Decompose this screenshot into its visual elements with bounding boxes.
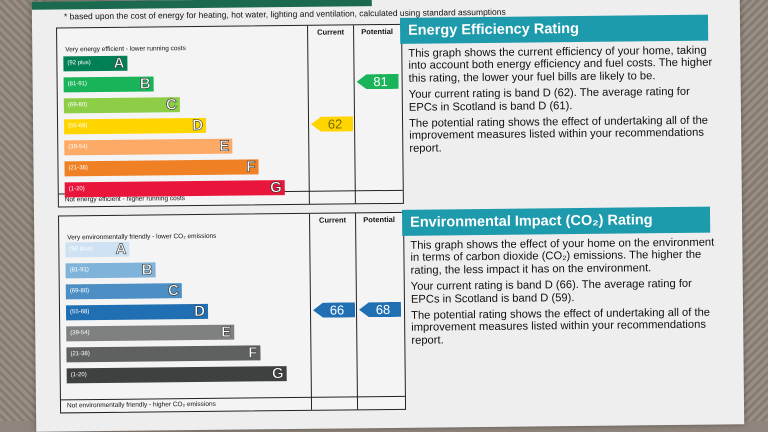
rating-band-d: (55-68) D [64,116,207,135]
band-range: (1-20) [70,372,87,379]
band-range: (21-38) [70,351,90,358]
band-range: (55-68) [68,123,88,130]
energy-rating-title: Energy Efficiency Rating [399,14,709,44]
rating-band-g: (1-20) G [64,179,285,198]
band-range: (21-38) [68,165,88,172]
environmental-potential-text: The potential rating shows the effect of… [411,306,711,347]
potential-column-header: Potential [363,214,395,225]
chart-bottom-caption: Not environmentally friendly - higher CO… [60,395,406,413]
rating-band-f: (21-38) F [66,344,261,363]
band-range: (55-68) [69,309,90,316]
rating-band-d: (55-68) D [65,302,209,321]
column-divider [307,25,310,204]
rating-band-g: (1-20) G [66,365,287,384]
rating-band-c: (69-80) C [63,96,180,114]
band-range: (69-80) [67,102,88,109]
environmental-impact-chart: Current Potential Very environmentally f… [58,211,407,414]
column-divider [353,25,356,204]
band-letter: B [141,261,153,279]
band-letter: C [167,282,180,300]
potential-rating-arrow: 81 [357,74,399,89]
energy-potential-text: The potential rating shows the effect of… [409,114,709,155]
chart-top-caption: Very energy efficient - lower running co… [65,45,186,54]
band-letter: F [248,344,258,362]
energy-current-rating-text: Your current rating is band D (62). The … [408,86,690,114]
band-letter: A [113,54,125,72]
environmental-rating-panel: Environmental Impact (CO₂) Rating This g… [401,206,723,348]
band-letter: D [194,302,206,321]
band-range: (69-80) [69,288,90,295]
column-divider [355,213,359,410]
energy-description: This graph shows the current efficiency … [408,44,713,85]
band-range: (92 plus) [67,60,91,67]
environmental-current-rating-text: Your current rating is band D (66). The … [410,278,692,306]
band-letter: A [115,240,127,258]
current-rating-arrow: 66 [313,302,355,317]
band-letter: B [139,75,151,93]
band-letter: E [219,137,230,155]
band-letter: G [271,365,284,383]
environmental-description: This graph shows the effect of your home… [410,236,715,277]
band-letter: D [192,116,204,135]
band-letter: F [246,158,256,176]
epc-document: * based upon the cost of energy for heat… [31,0,745,432]
potential-rating-arrow: 68 [359,302,401,317]
band-range: (81-91) [67,81,88,88]
rating-band-e: (39-54) E [66,323,235,342]
rating-band-b: (81-91) B [65,261,156,279]
band-range: (1-20) [68,186,85,193]
environmental-rating-title: Environmental Impact (CO₂) Rating [401,206,711,236]
band-letter: C [165,96,178,114]
rating-band-e: (39-54) E [64,137,233,156]
column-divider [309,213,313,410]
band-letter: E [221,323,232,341]
rating-band-f: (21-38) F [64,158,259,177]
band-range: (39-54) [70,330,90,337]
rating-band-b: (81-91) B [63,75,154,93]
rating-band-a: (92 plus) A [65,240,130,258]
chart-top-caption: Very environmentally friendly - lower CO… [67,232,217,242]
band-range: (81-91) [69,267,89,274]
rating-band-c: (69-80) C [65,282,182,300]
potential-column-header: Potential [361,26,393,37]
band-range: (92 plus) [69,246,93,253]
band-letter: G [269,179,282,197]
current-rating-arrow: 62 [311,116,353,131]
energy-efficiency-chart: Current Potential Very energy efficient … [56,23,404,208]
current-column-header: Current [318,215,347,225]
current-column-header: Current [317,27,345,37]
band-range: (39-54) [68,144,88,151]
rating-band-a: (92 plus) A [63,54,128,72]
energy-rating-panel: Energy Efficiency Rating This graph show… [399,14,721,156]
